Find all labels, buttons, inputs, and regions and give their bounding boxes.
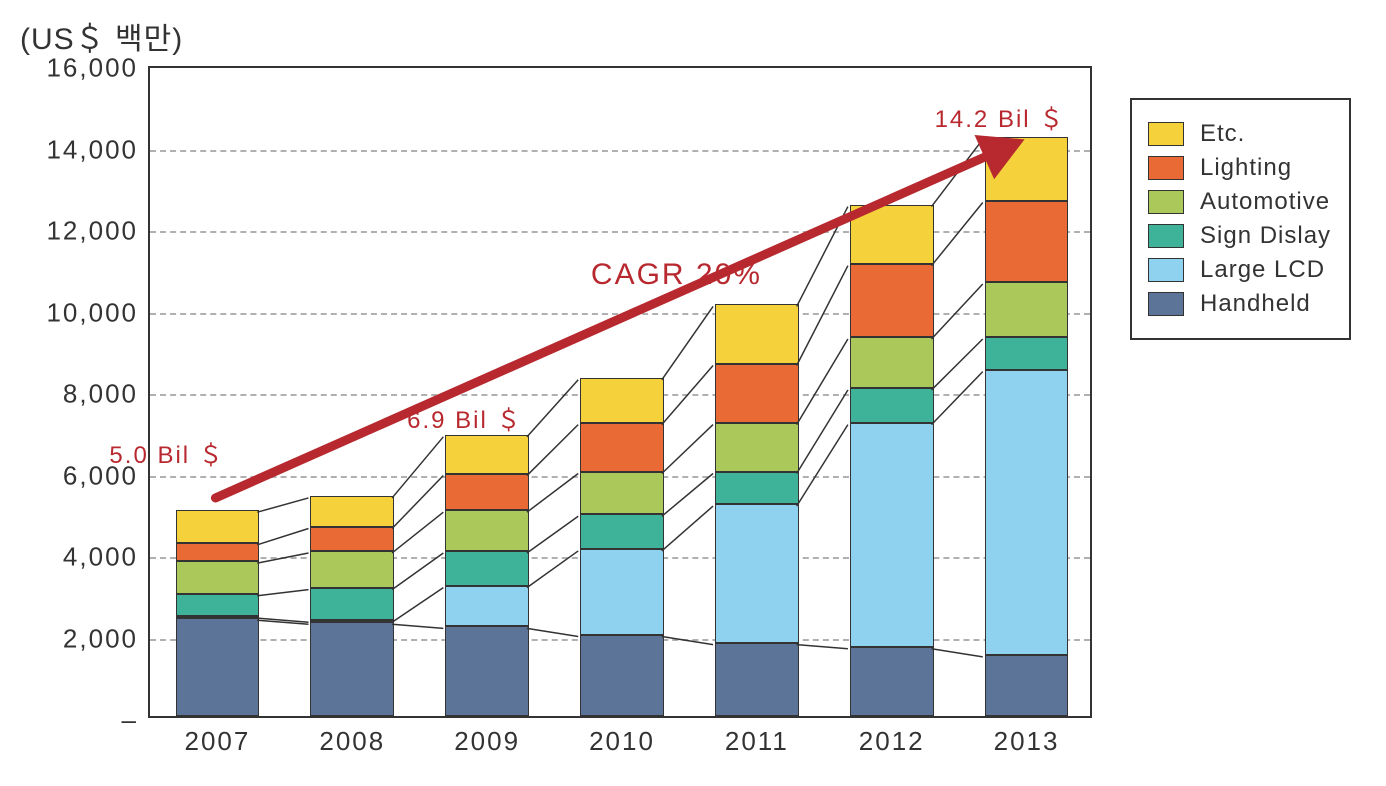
legend-item-etc: Etc.: [1148, 120, 1331, 148]
legend-label: Handheld: [1200, 290, 1311, 318]
y-tick-label: 12,000: [46, 216, 138, 247]
legend-swatch: [1148, 156, 1184, 180]
legend-swatch: [1148, 258, 1184, 282]
x-tick-label: 2011: [725, 726, 789, 757]
y-tick-label: 8,000: [63, 379, 138, 410]
legend-swatch: [1148, 122, 1184, 146]
x-tick-label: 2007: [185, 726, 251, 757]
legend-label: Sign Dislay: [1200, 222, 1331, 250]
legend-label: Etc.: [1200, 120, 1245, 148]
x-tick-label: 2009: [454, 726, 520, 757]
x-tick-label: 2008: [319, 726, 385, 757]
cagr-arrow: [148, 66, 1092, 718]
legend-item-large_lcd: Large LCD: [1148, 256, 1331, 284]
legend-item-sign: Sign Dislay: [1148, 222, 1331, 250]
y-tick-label: 2,000: [63, 623, 138, 654]
x-tick-label: 2012: [859, 726, 925, 757]
y-tick-label: 14,000: [46, 134, 138, 165]
cagr-label: CAGR 20%: [591, 258, 762, 292]
value-annotation: 14.2 Bil ＄: [935, 99, 1066, 134]
legend: Etc. Lighting Automotive Sign Dislay Large L…: [1130, 98, 1351, 340]
legend-label: Automotive: [1200, 188, 1330, 216]
y-tick-label: 16,000: [46, 53, 138, 84]
y-tick-label: 4,000: [63, 542, 138, 573]
chart-container: (US＄ 백만) –2,0004,0006,0008,00010,00012,0…: [0, 0, 1386, 786]
legend-swatch: [1148, 292, 1184, 316]
legend-item-handheld: Handheld: [1148, 290, 1331, 318]
legend-item-automotive: Automotive: [1148, 188, 1331, 216]
value-annotation: 5.0 Bil ＄: [109, 435, 224, 470]
y-tick-label: 10,000: [46, 297, 138, 328]
y-tick-label: –: [122, 705, 138, 736]
y-axis-title: (US＄ 백만): [20, 14, 183, 58]
legend-label: Large LCD: [1200, 256, 1325, 284]
x-tick-label: 2010: [589, 726, 655, 757]
legend-label: Lighting: [1200, 154, 1292, 182]
legend-item-lighting: Lighting: [1148, 154, 1331, 182]
legend-swatch: [1148, 190, 1184, 214]
value-annotation: 6.9 Bil ＄: [407, 400, 522, 435]
legend-swatch: [1148, 224, 1184, 248]
x-tick-label: 2013: [994, 726, 1060, 757]
